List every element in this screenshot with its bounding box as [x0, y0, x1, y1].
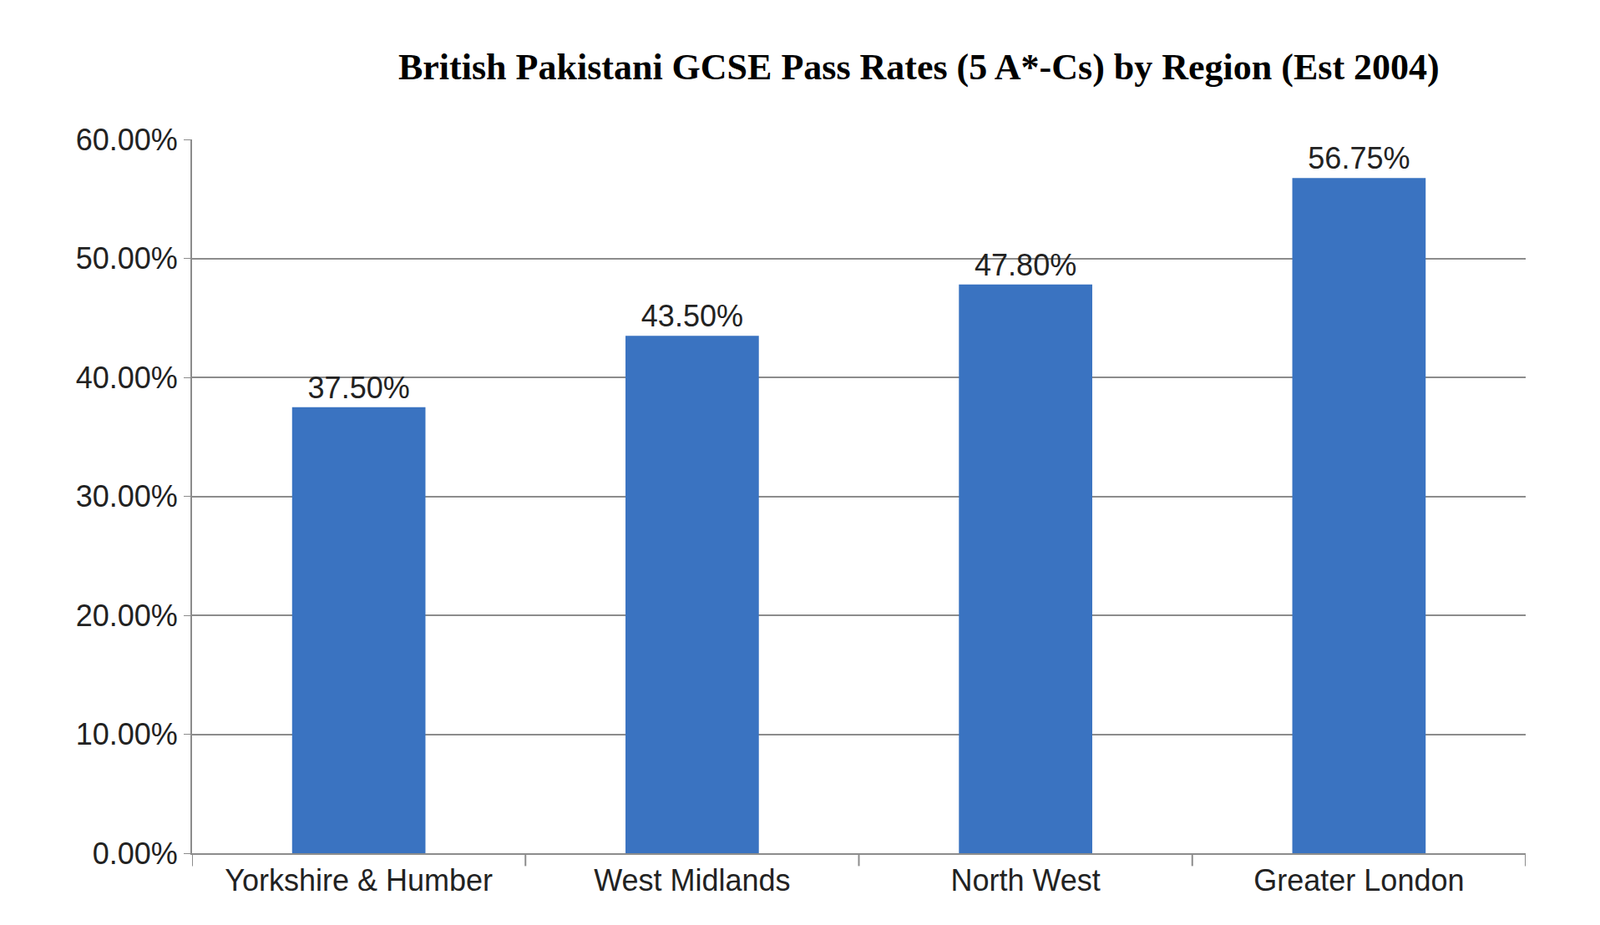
svg-text:West Midlands: West Midlands	[593, 863, 790, 898]
svg-text:British Pakistani GCSE Pass Ra: British Pakistani GCSE Pass Rates (5 A*-…	[398, 46, 1440, 88]
svg-text:Greater London: Greater London	[1253, 863, 1464, 898]
svg-text:47.80%: 47.80%	[974, 248, 1077, 283]
svg-text:Yorkshire & Humber: Yorkshire & Humber	[224, 863, 493, 898]
svg-text:50.00%: 50.00%	[75, 241, 178, 276]
svg-text:37.50%: 37.50%	[308, 370, 411, 406]
svg-text:56.75%: 56.75%	[1307, 141, 1410, 176]
svg-text:0.00%: 0.00%	[92, 836, 178, 871]
svg-text:20.00%: 20.00%	[75, 598, 178, 633]
svg-text:30.00%: 30.00%	[75, 479, 178, 514]
svg-text:43.50%: 43.50%	[641, 298, 744, 334]
svg-text:60.00%: 60.00%	[75, 122, 178, 157]
svg-text:10.00%: 10.00%	[75, 717, 178, 752]
svg-text:40.00%: 40.00%	[75, 360, 178, 395]
svg-text:North West: North West	[950, 863, 1100, 898]
